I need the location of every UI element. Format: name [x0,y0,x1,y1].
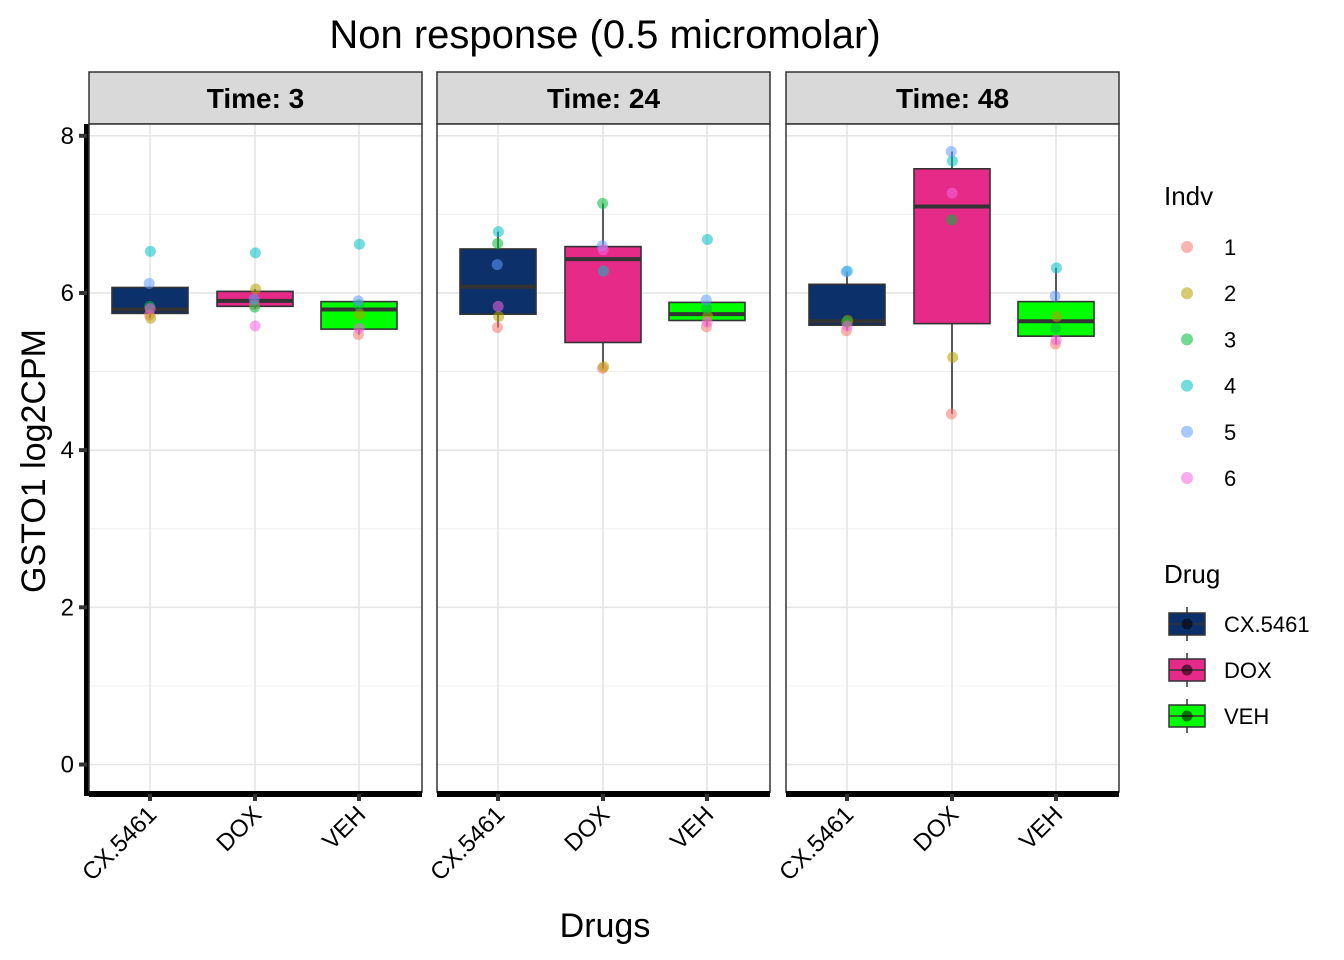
data-point-indv-3 [492,237,504,249]
facet-strip-label: Time: 24 [547,83,661,114]
indv-legend-label: 4 [1224,374,1236,399]
data-point-indv-5 [248,293,260,305]
data-point-indv-5 [840,266,852,278]
data-point-indv-6 [353,322,365,334]
y-tick-label: 0 [61,751,74,778]
y-tick-label: 6 [61,280,74,307]
data-point-indv-2 [250,283,262,295]
drug-legend-label: DOX [1224,658,1272,683]
data-point-indv-5 [1049,290,1061,302]
facet-strip-label: Time: 3 [207,83,305,114]
indv-legend-label: 5 [1224,420,1236,445]
indv-legend-key [1181,472,1193,484]
data-point-indv-2 [598,361,610,373]
data-point-indv-2 [145,312,157,324]
data-point-indv-6 [946,187,958,199]
data-point-indv-2 [493,311,505,323]
x-tick-label: VEH [665,801,719,855]
x-tick-label: CX.5461 [425,801,510,886]
data-point-indv-6 [144,303,156,315]
facet-panels: Time: 3 CX.5461 DOX VEH Time: 24 CX.5461 DOX VE… [77,71,1120,886]
data-point-indv-5 [143,278,155,290]
x-tick-label: CX.5461 [77,801,162,886]
data-point-indv-3 [1050,322,1062,334]
chart-title: Non response (0.5 micromolar) [329,13,880,57]
box-dox [564,197,642,374]
box-veh [668,234,746,333]
drug-legend-label: CX.5461 [1224,612,1310,637]
indv-legend-label: 2 [1224,281,1236,306]
indv-legend-key [1181,333,1193,346]
data-point-indv-5 [491,259,503,271]
y-axis-title: GSTO1 log2CPM [15,329,53,593]
indv-legend-title: Indv [1164,181,1213,211]
box-cx5461 [459,226,537,334]
data-point-indv-4 [1050,262,1062,274]
y-tick-label: 2 [61,594,74,621]
box-dox [216,247,294,332]
facet-strip-label: Time: 48 [896,83,1009,114]
drug-legend-point [1181,618,1193,630]
box-body [564,245,642,344]
y-axis: 0 2 4 6 8 [61,123,90,796]
data-point-indv-4 [144,245,156,257]
data-point-indv-6 [841,320,853,332]
y-tick-label: 4 [61,437,74,464]
box-cx5461 [808,265,886,337]
box-cx5461 [111,245,189,324]
data-point-indv-2 [1051,311,1063,323]
x-axis-title: Drugs [560,907,651,945]
drug-legend-point [1181,664,1193,676]
data-point-indv-3 [597,197,609,209]
data-point-indv-6 [1050,334,1062,346]
data-point-indv-5 [945,146,957,158]
x-tick-label: DOX [211,801,267,857]
data-point-indv-4 [597,265,609,277]
data-point-indv-6 [701,316,713,328]
data-point-indv-4 [492,226,504,238]
drug-legend-label: VEH [1224,704,1269,729]
drug-legend-title: Drug [1164,559,1220,589]
drug-legend-point [1181,710,1193,722]
x-tick-label: VEH [317,801,371,855]
data-point-indv-3 [249,301,261,313]
facet-strip [785,71,1120,125]
indv-legend-label: 1 [1224,235,1236,260]
data-point-indv-1 [945,408,957,420]
data-point-indv-4 [946,155,958,167]
box-veh [1017,262,1095,350]
data-point-indv-1 [491,322,503,334]
indv-legend-key [1181,287,1193,300]
data-point-indv-3 [701,303,713,315]
x-tick-label: DOX [559,801,615,857]
box-dox [913,146,991,420]
data-point-indv-5 [352,295,364,307]
data-point-indv-3 [946,214,958,226]
indv-legend-key [1181,241,1193,253]
indv-legend-label: 3 [1224,327,1236,352]
data-point-indv-5 [700,294,712,306]
data-point-indv-2 [354,308,366,320]
indv-legend-key [1181,379,1193,392]
x-tick-label: DOX [908,801,964,857]
indv-legend-label: 6 [1224,466,1236,491]
indv-legend: Indv 1 2 3 4 5 6 [1164,181,1236,491]
box-veh [320,238,398,341]
data-point-indv-6 [597,244,609,256]
indv-legend-key [1181,425,1193,438]
facet-panel: Time: 48 CX.5461 DOX VEH [774,71,1120,886]
data-point-indv-2 [947,351,959,363]
y-tick-label: 8 [61,123,74,150]
data-point-indv-4 [249,247,261,259]
facet-panel: Time: 3 CX.5461 DOX VEH [77,71,423,886]
x-tick-label: CX.5461 [774,801,859,886]
x-tick-label: VEH [1014,801,1068,855]
data-point-indv-6 [249,320,261,332]
data-point-indv-4 [353,238,365,250]
data-point-indv-6 [492,300,504,312]
data-point-indv-4 [701,234,713,246]
facet-panel: Time: 24 CX.5461 DOX VEH [425,71,771,886]
